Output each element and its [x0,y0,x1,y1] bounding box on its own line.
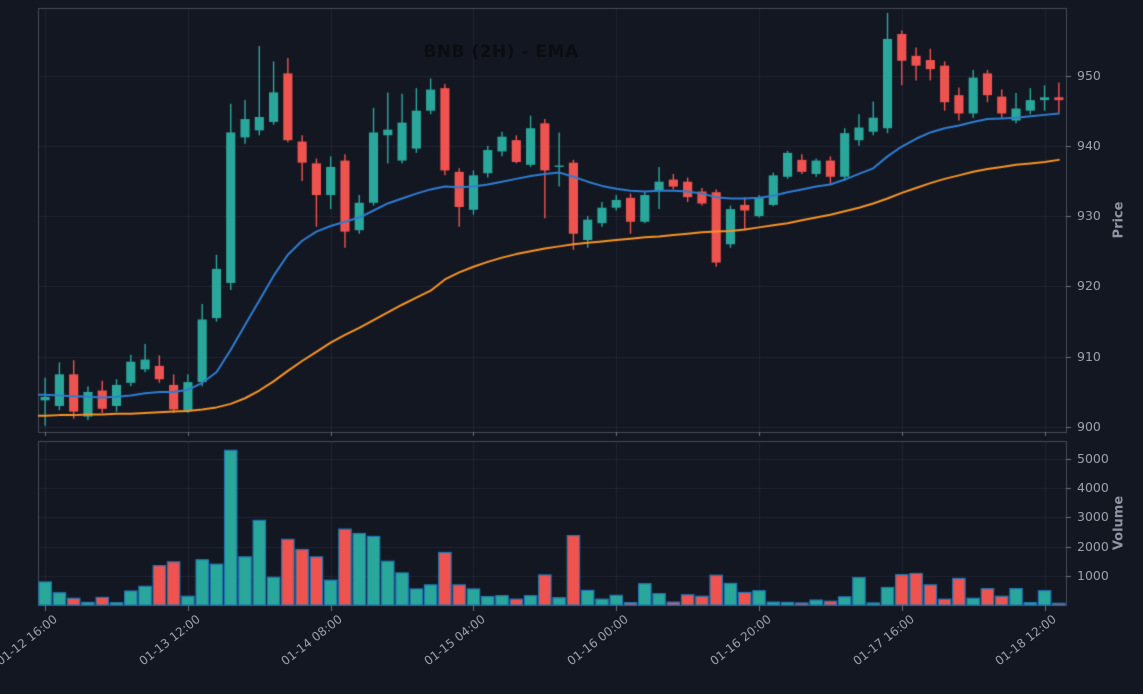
volume-tick-label: 3000 [1077,509,1109,525]
price-tick-label: 930 [1077,208,1101,224]
volume-tick-label: 4000 [1077,480,1109,496]
price-tick-label: 910 [1077,348,1101,364]
volume-tick-label: 2000 [1077,538,1109,554]
chart-title: BNB (2H) - EMA [423,42,579,62]
volume-axis-title: Volume [1111,495,1127,551]
price-tick-label: 920 [1077,278,1101,294]
volume-tick-label: 1000 [1077,567,1109,583]
volume-tick-label: 5000 [1077,451,1109,467]
price-axis-title: Price [1111,201,1127,239]
price-tick-label: 950 [1077,67,1101,83]
price-tick-label: 900 [1077,419,1101,435]
price-tick-label: 940 [1077,137,1101,153]
